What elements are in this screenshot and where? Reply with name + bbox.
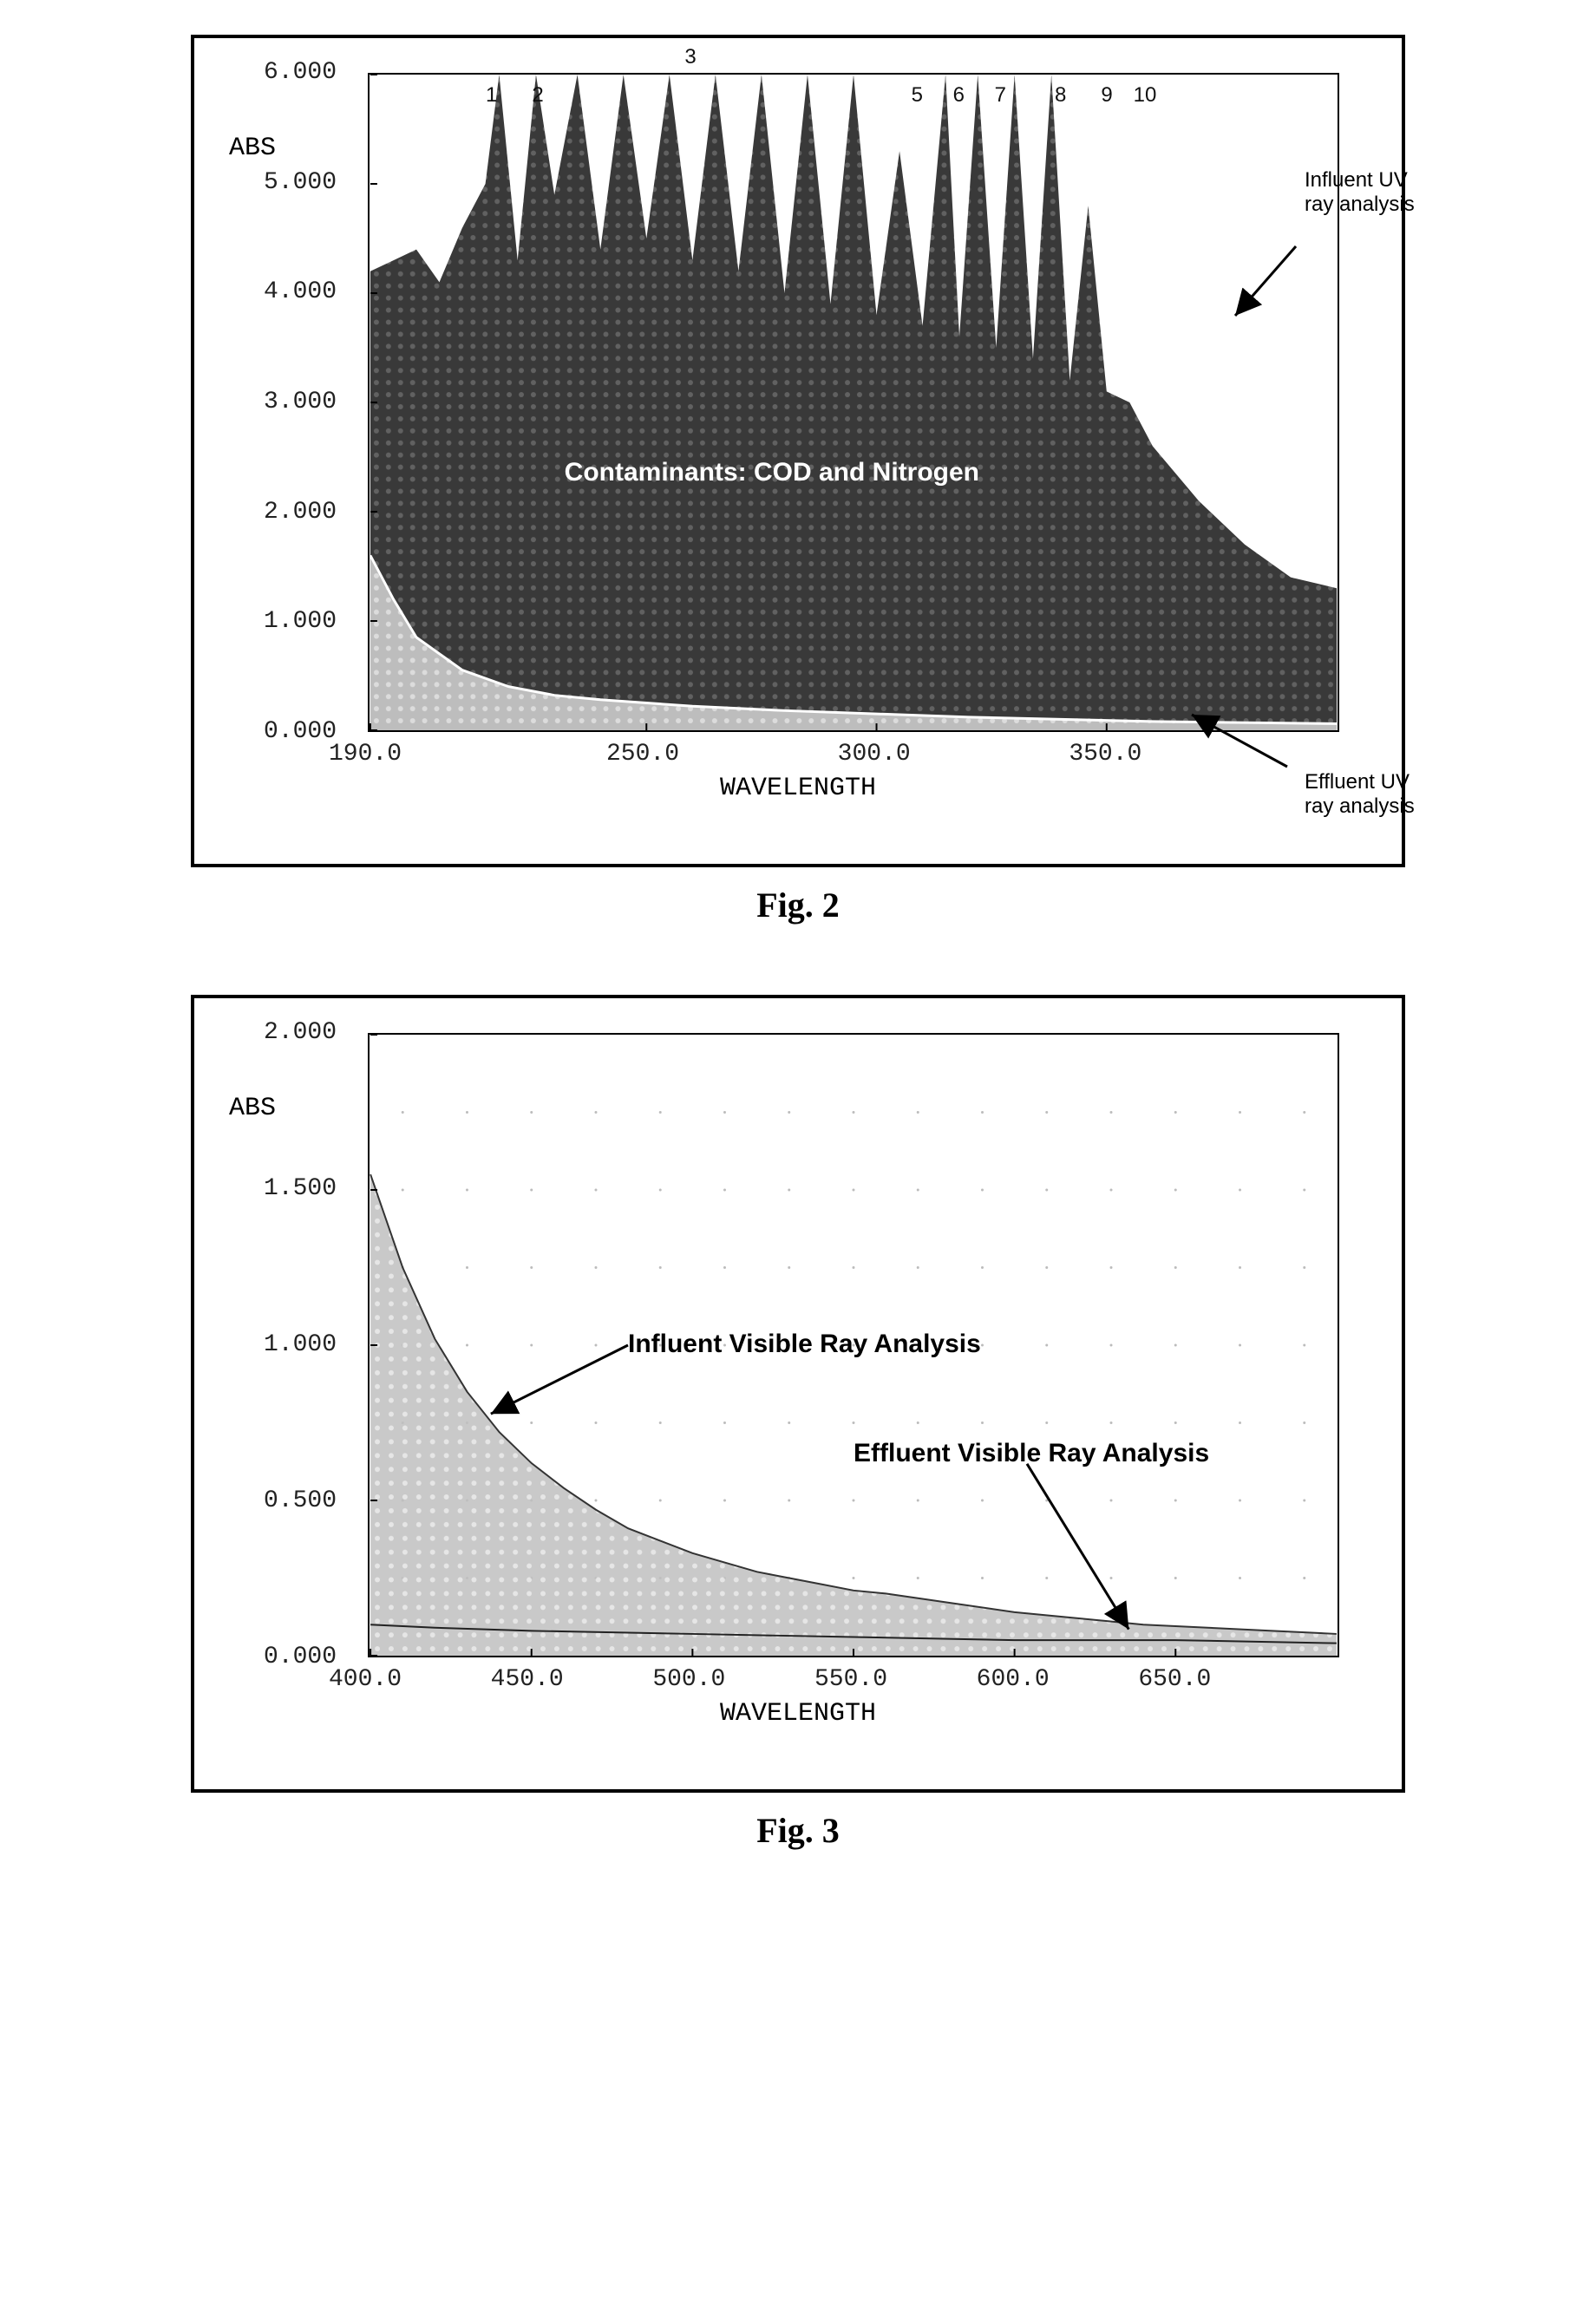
peak-label: 3 xyxy=(684,45,696,69)
fig2-effluent-annotation: Effluent UV ray analysis xyxy=(1305,770,1415,819)
fig3-frame: ABS WAVELENGTH Influent Visible Ray Anal… xyxy=(191,995,1405,1793)
fig2-y-axis-title: ABS xyxy=(229,134,276,163)
peak-label: 10 xyxy=(1134,83,1157,108)
fig3-influent-annotation: Influent Visible Ray Analysis xyxy=(628,1330,981,1359)
fig2-plot-area xyxy=(368,73,1339,732)
peak-label: 6 xyxy=(953,83,965,108)
annotation-line1: Influent UV xyxy=(1305,168,1408,192)
annotation-line1: Effluent UV xyxy=(1305,770,1410,794)
figure-2: ABS WAVELENGTH Influent UV ray analysis … xyxy=(191,35,1405,925)
figure-3: ABS WAVELENGTH Influent Visible Ray Anal… xyxy=(191,995,1405,1851)
fig3-x-axis-title: WAVELENGTH xyxy=(720,1699,876,1729)
annotation-line2: ray analysis xyxy=(1305,193,1415,216)
annotation-line2: ray analysis xyxy=(1305,794,1415,818)
fig2-svg xyxy=(370,75,1338,730)
fig2-frame: ABS WAVELENGTH Influent UV ray analysis … xyxy=(191,35,1405,867)
peak-label: 7 xyxy=(995,83,1006,108)
fig2-influent-annotation: Influent UV ray analysis xyxy=(1305,168,1415,217)
fig2-caption: Fig. 2 xyxy=(191,885,1405,925)
peak-label: 8 xyxy=(1055,83,1066,108)
peak-label: 2 xyxy=(532,83,543,108)
fig3-y-axis-title: ABS xyxy=(229,1094,276,1123)
fig3-caption: Fig. 3 xyxy=(191,1810,1405,1851)
peak-label: 9 xyxy=(1101,83,1112,108)
fig3-effluent-annotation: Effluent Visible Ray Analysis xyxy=(854,1439,1209,1468)
fig2-x-axis-title: WAVELENGTH xyxy=(720,774,876,803)
peak-label: 1 xyxy=(486,83,497,108)
fig2-center-annotation: Contaminants: COD and Nitrogen xyxy=(565,458,979,487)
peak-label: 5 xyxy=(912,83,923,108)
